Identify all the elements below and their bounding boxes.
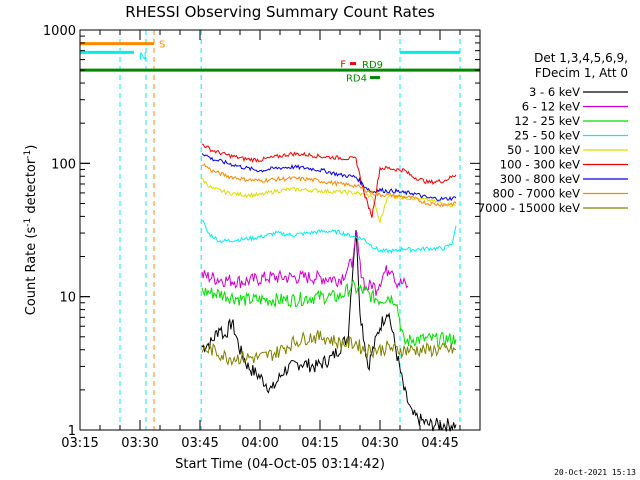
legend-header-line-2: FDecim 1, Att 0 <box>535 66 628 80</box>
legend-label: 25 - 50 keV <box>514 129 580 143</box>
legend: Det 1,3,4,5,6,9, FDecim 1, Att 0 3 - 6 k… <box>478 51 628 215</box>
series-line-7 <box>201 163 457 208</box>
chart-title: RHESSI Observing Summary Count Rates <box>125 3 435 21</box>
x-tick-label: 03:30 <box>121 436 158 451</box>
legend-label: 800 - 7000 keV <box>492 187 580 201</box>
y-axis-label-close: ) <box>24 145 39 150</box>
series-line-8 <box>201 330 457 367</box>
y-tick-label: 1 <box>68 424 76 439</box>
legend-label: 100 - 300 keV <box>500 158 580 172</box>
series-line-3 <box>201 220 457 255</box>
y-axis-label-mid: detector <box>24 158 39 218</box>
x-tick-label: 03:15 <box>61 436 98 451</box>
legend-label: 300 - 800 keV <box>500 172 580 186</box>
flag-label: F <box>340 60 346 71</box>
series-line-5 <box>201 143 457 218</box>
y-tick-label: 10 <box>59 291 76 306</box>
y-axis-label: Count Rate (s-1 detector-1) <box>23 145 39 316</box>
y-axis-label-main: Count Rate (s <box>24 227 39 316</box>
legend-label: 50 - 100 keV <box>507 143 580 157</box>
legend-label: 12 - 25 keV <box>514 114 580 128</box>
flag-label: N <box>139 51 146 62</box>
flag-layer: S N F RD9 RD4 <box>80 40 480 85</box>
flag-label: S <box>159 40 165 51</box>
flag-label: RD4 <box>346 74 367 85</box>
x-tick-label: 04:15 <box>301 436 338 451</box>
x-tick-label: 04:45 <box>421 436 458 451</box>
x-tick-label: 04:00 <box>241 436 278 451</box>
data-layer <box>79 30 461 432</box>
y-axis-label-exp2: -1 <box>23 150 33 159</box>
flag-label: RD9 <box>362 60 383 71</box>
legend-label: 3 - 6 keV <box>529 85 580 99</box>
series-line-6 <box>201 153 457 202</box>
y-tick-label: 100 <box>51 157 76 172</box>
series-line-2 <box>201 279 457 348</box>
series-line-4 <box>201 177 457 224</box>
y-tick-label: 1000 <box>43 24 76 39</box>
legend-label: 7000 - 15000 keV <box>478 201 580 215</box>
axis-layer: 1 10 100 1000 03:15 03:30 03:45 04:00 04:15 04:30… <box>43 24 481 451</box>
x-tick-label: 03:45 <box>181 436 218 451</box>
x-tick-label: 04:30 <box>361 436 398 451</box>
legend-label: 6 - 12 keV <box>522 100 580 114</box>
series-line-1 <box>201 231 409 296</box>
legend-header-line-1: Det 1,3,4,5,6,9, <box>534 51 628 65</box>
x-axis-label: Start Time (04-Oct-05 03:14:42) <box>175 457 385 472</box>
footer-date: 20-Oct-2021 15:13 <box>554 468 636 477</box>
y-axis-label-exp: -1 <box>23 218 33 227</box>
